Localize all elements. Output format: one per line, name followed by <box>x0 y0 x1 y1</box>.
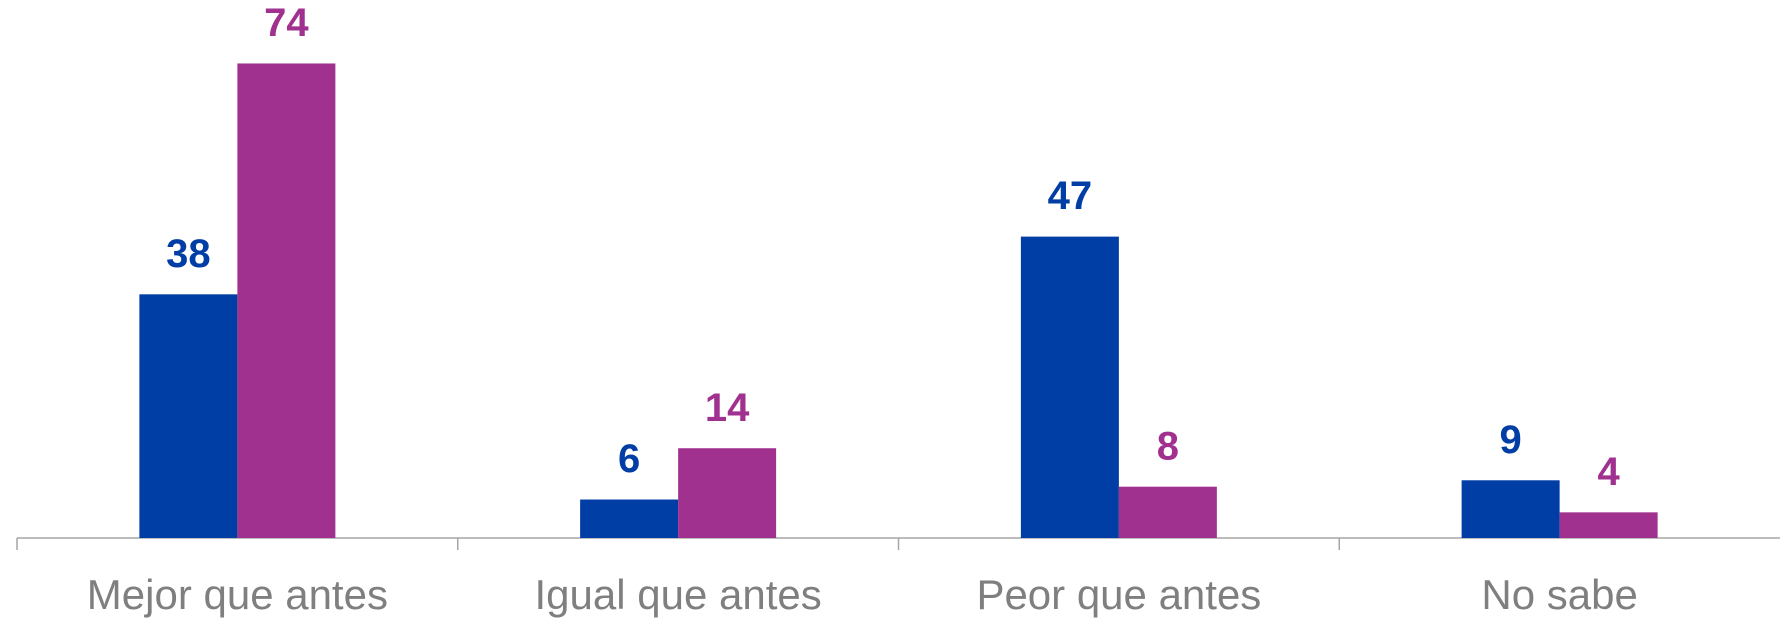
x-tick-label: Peor que antes <box>976 571 1261 618</box>
data-label: 74 <box>264 1 309 45</box>
bar <box>678 448 777 538</box>
data-label: 4 <box>1598 450 1621 494</box>
data-label: 47 <box>1048 174 1093 218</box>
data-label: 14 <box>705 386 750 430</box>
bar <box>1020 236 1119 539</box>
data-label: 6 <box>618 437 640 481</box>
bar <box>1559 512 1658 538</box>
data-label: 8 <box>1157 424 1179 468</box>
bar <box>1118 486 1217 538</box>
bar <box>139 294 238 538</box>
x-tick-label: No sabe <box>1481 571 1637 618</box>
bar <box>580 499 679 538</box>
bar <box>1461 480 1560 538</box>
data-label: 38 <box>166 232 211 276</box>
data-label: 9 <box>1500 418 1522 462</box>
bar <box>237 63 336 538</box>
x-tick-label: Mejor que antes <box>87 571 388 618</box>
x-tick-label: Igual que antes <box>535 571 822 618</box>
